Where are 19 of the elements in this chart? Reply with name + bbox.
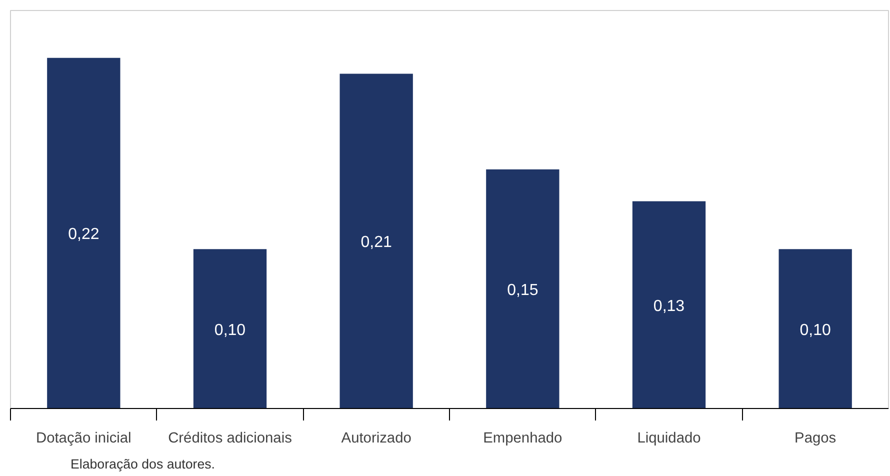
- data-label: 0,13: [653, 298, 685, 315]
- data-label: 0,21: [360, 234, 392, 252]
- bar: [778, 249, 852, 408]
- data-label: 0,22: [68, 226, 100, 244]
- x-tick-label: Pagos: [794, 430, 836, 446]
- text: Elaboração dos autores.: [70, 456, 215, 472]
- data-label: 0,10: [800, 322, 832, 339]
- bar: [340, 74, 413, 408]
- x-tick-label: Dotação inicial: [36, 430, 132, 446]
- bar: [486, 169, 560, 408]
- x-tick-label: Autorizado: [341, 430, 412, 446]
- x-tick-label: Créditos adicionais: [168, 430, 292, 446]
- x-tick-label: Liquidado: [637, 430, 701, 446]
- bar: [632, 201, 706, 408]
- data-label: 0,15: [507, 282, 538, 299]
- data-label: 0,10: [214, 322, 246, 339]
- bar: [193, 249, 267, 408]
- x-tick-label: Empenhado: [483, 430, 562, 446]
- bar: [47, 58, 120, 408]
